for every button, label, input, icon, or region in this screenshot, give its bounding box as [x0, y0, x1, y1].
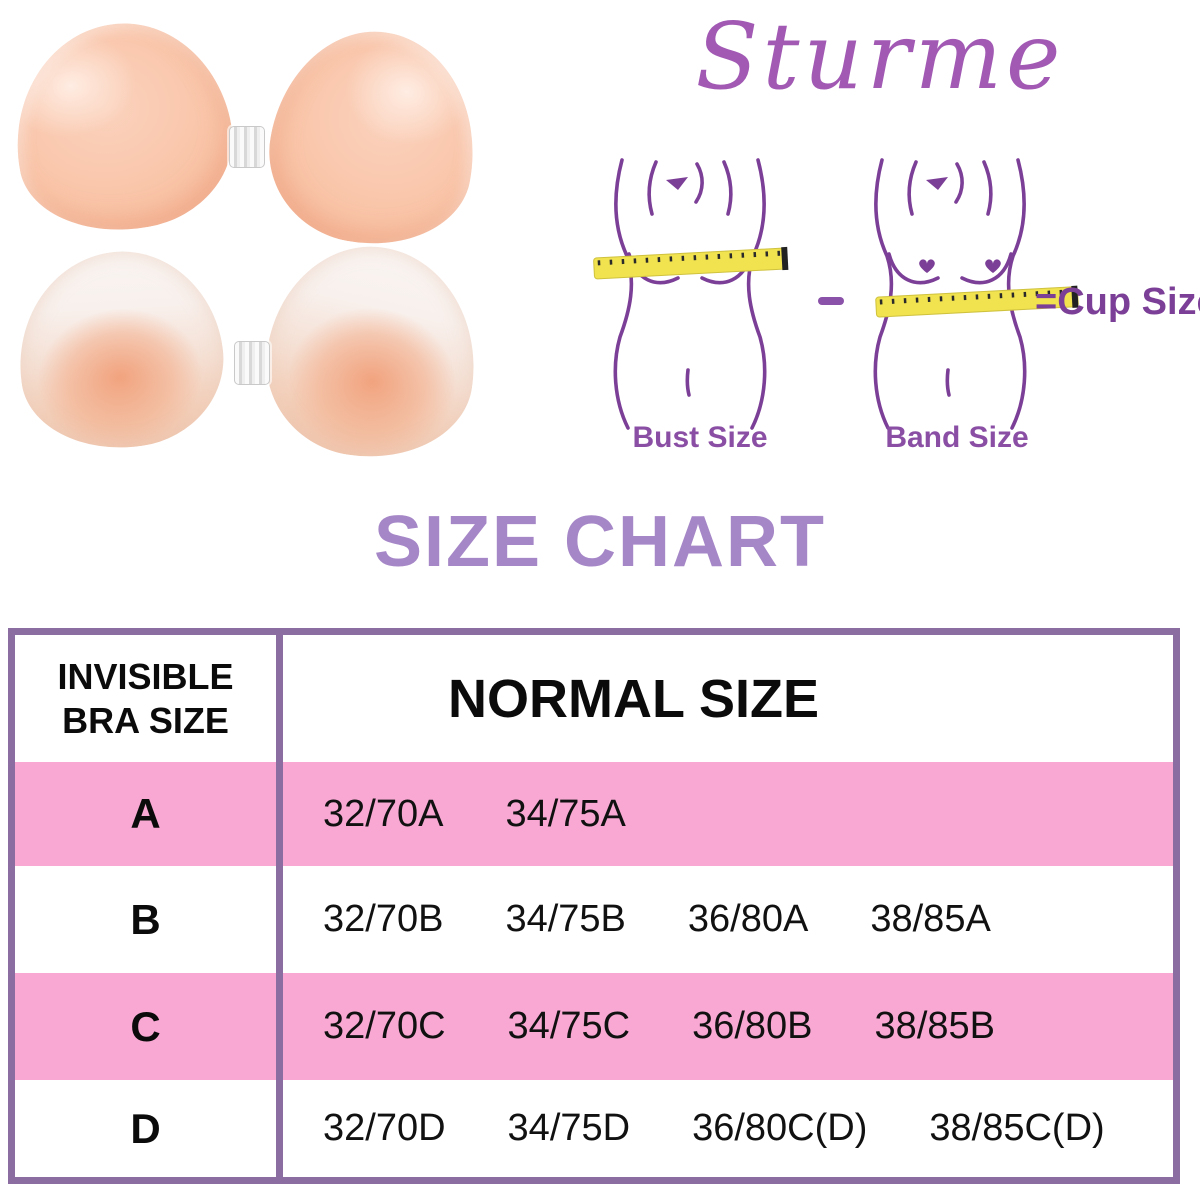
heart-icon [919, 259, 935, 273]
size-value: 34/75B [505, 898, 626, 940]
bra-cup-left [0, 6, 247, 248]
size-values: 32/70C 34/75C 36/80B 38/85B [283, 973, 1173, 1080]
table-row: A 32/70A 34/75A [15, 762, 1173, 866]
size-value: 38/85C(D) [929, 1107, 1105, 1149]
table-row: D 32/70D 34/75D 36/80C(D) 38/85C(D) [15, 1080, 1173, 1177]
table-header-row: INVISIBLE BRA SIZE NORMAL SIZE [15, 635, 1173, 762]
bra-cup-left [5, 238, 235, 462]
heart-icon [985, 259, 1001, 273]
bra-cup-right [254, 233, 490, 471]
invisible-bra-size-header: INVISIBLE BRA SIZE [15, 635, 283, 762]
size-value: 36/80B [692, 1005, 813, 1047]
size-label: C [15, 973, 283, 1080]
size-value: 34/75C [507, 1005, 631, 1047]
minus-icon [818, 297, 844, 305]
size-value: 32/70C [323, 1005, 446, 1047]
size-value: 32/70B [323, 898, 444, 940]
measuring-diagram [593, 158, 1079, 430]
size-value: 38/85B [874, 1005, 995, 1047]
size-value: 36/80A [687, 898, 809, 940]
table-row: C 32/70C 34/75C 36/80B 38/85B [15, 973, 1173, 1080]
cup-size-result-label: =Cup Size [1035, 281, 1200, 323]
table-row: B 32/70B 34/75B 36/80A 38/85A [15, 866, 1173, 973]
size-chart-heading: SIZE CHART [374, 502, 826, 582]
bra-cup-right [255, 15, 493, 261]
size-chart-table: INVISIBLE BRA SIZE NORMAL SIZE A 32/70A … [8, 628, 1180, 1184]
torso-figure-bust [593, 158, 789, 430]
size-values: 32/70A 34/75A [283, 762, 1173, 866]
bra-front-clasp-icon [234, 341, 270, 385]
measuring-tape-icon [593, 246, 789, 280]
torso-figure-band [873, 158, 1079, 430]
measuring-tape-icon [875, 285, 1079, 318]
size-value: 36/80C(D) [692, 1107, 868, 1149]
bra-front-clasp-icon [229, 126, 265, 168]
size-value: 38/85A [870, 898, 991, 940]
size-value: 32/70D [323, 1107, 446, 1149]
bust-size-label: Bust Size [632, 421, 768, 454]
normal-size-header: NORMAL SIZE [448, 668, 820, 729]
band-size-label: Band Size [885, 421, 1029, 454]
size-label: A [15, 762, 283, 866]
size-value: 34/75A [505, 792, 626, 835]
brand-logo: Sturme [695, 3, 1065, 110]
size-value: 32/70A [323, 792, 444, 835]
size-values: 32/70D 34/75D 36/80C(D) 38/85C(D) [283, 1080, 1173, 1177]
size-label: D [15, 1080, 283, 1177]
size-value: 34/75D [507, 1107, 631, 1149]
size-values: 32/70B 34/75B 36/80A 38/85A [283, 866, 1173, 973]
size-label: B [15, 866, 283, 973]
